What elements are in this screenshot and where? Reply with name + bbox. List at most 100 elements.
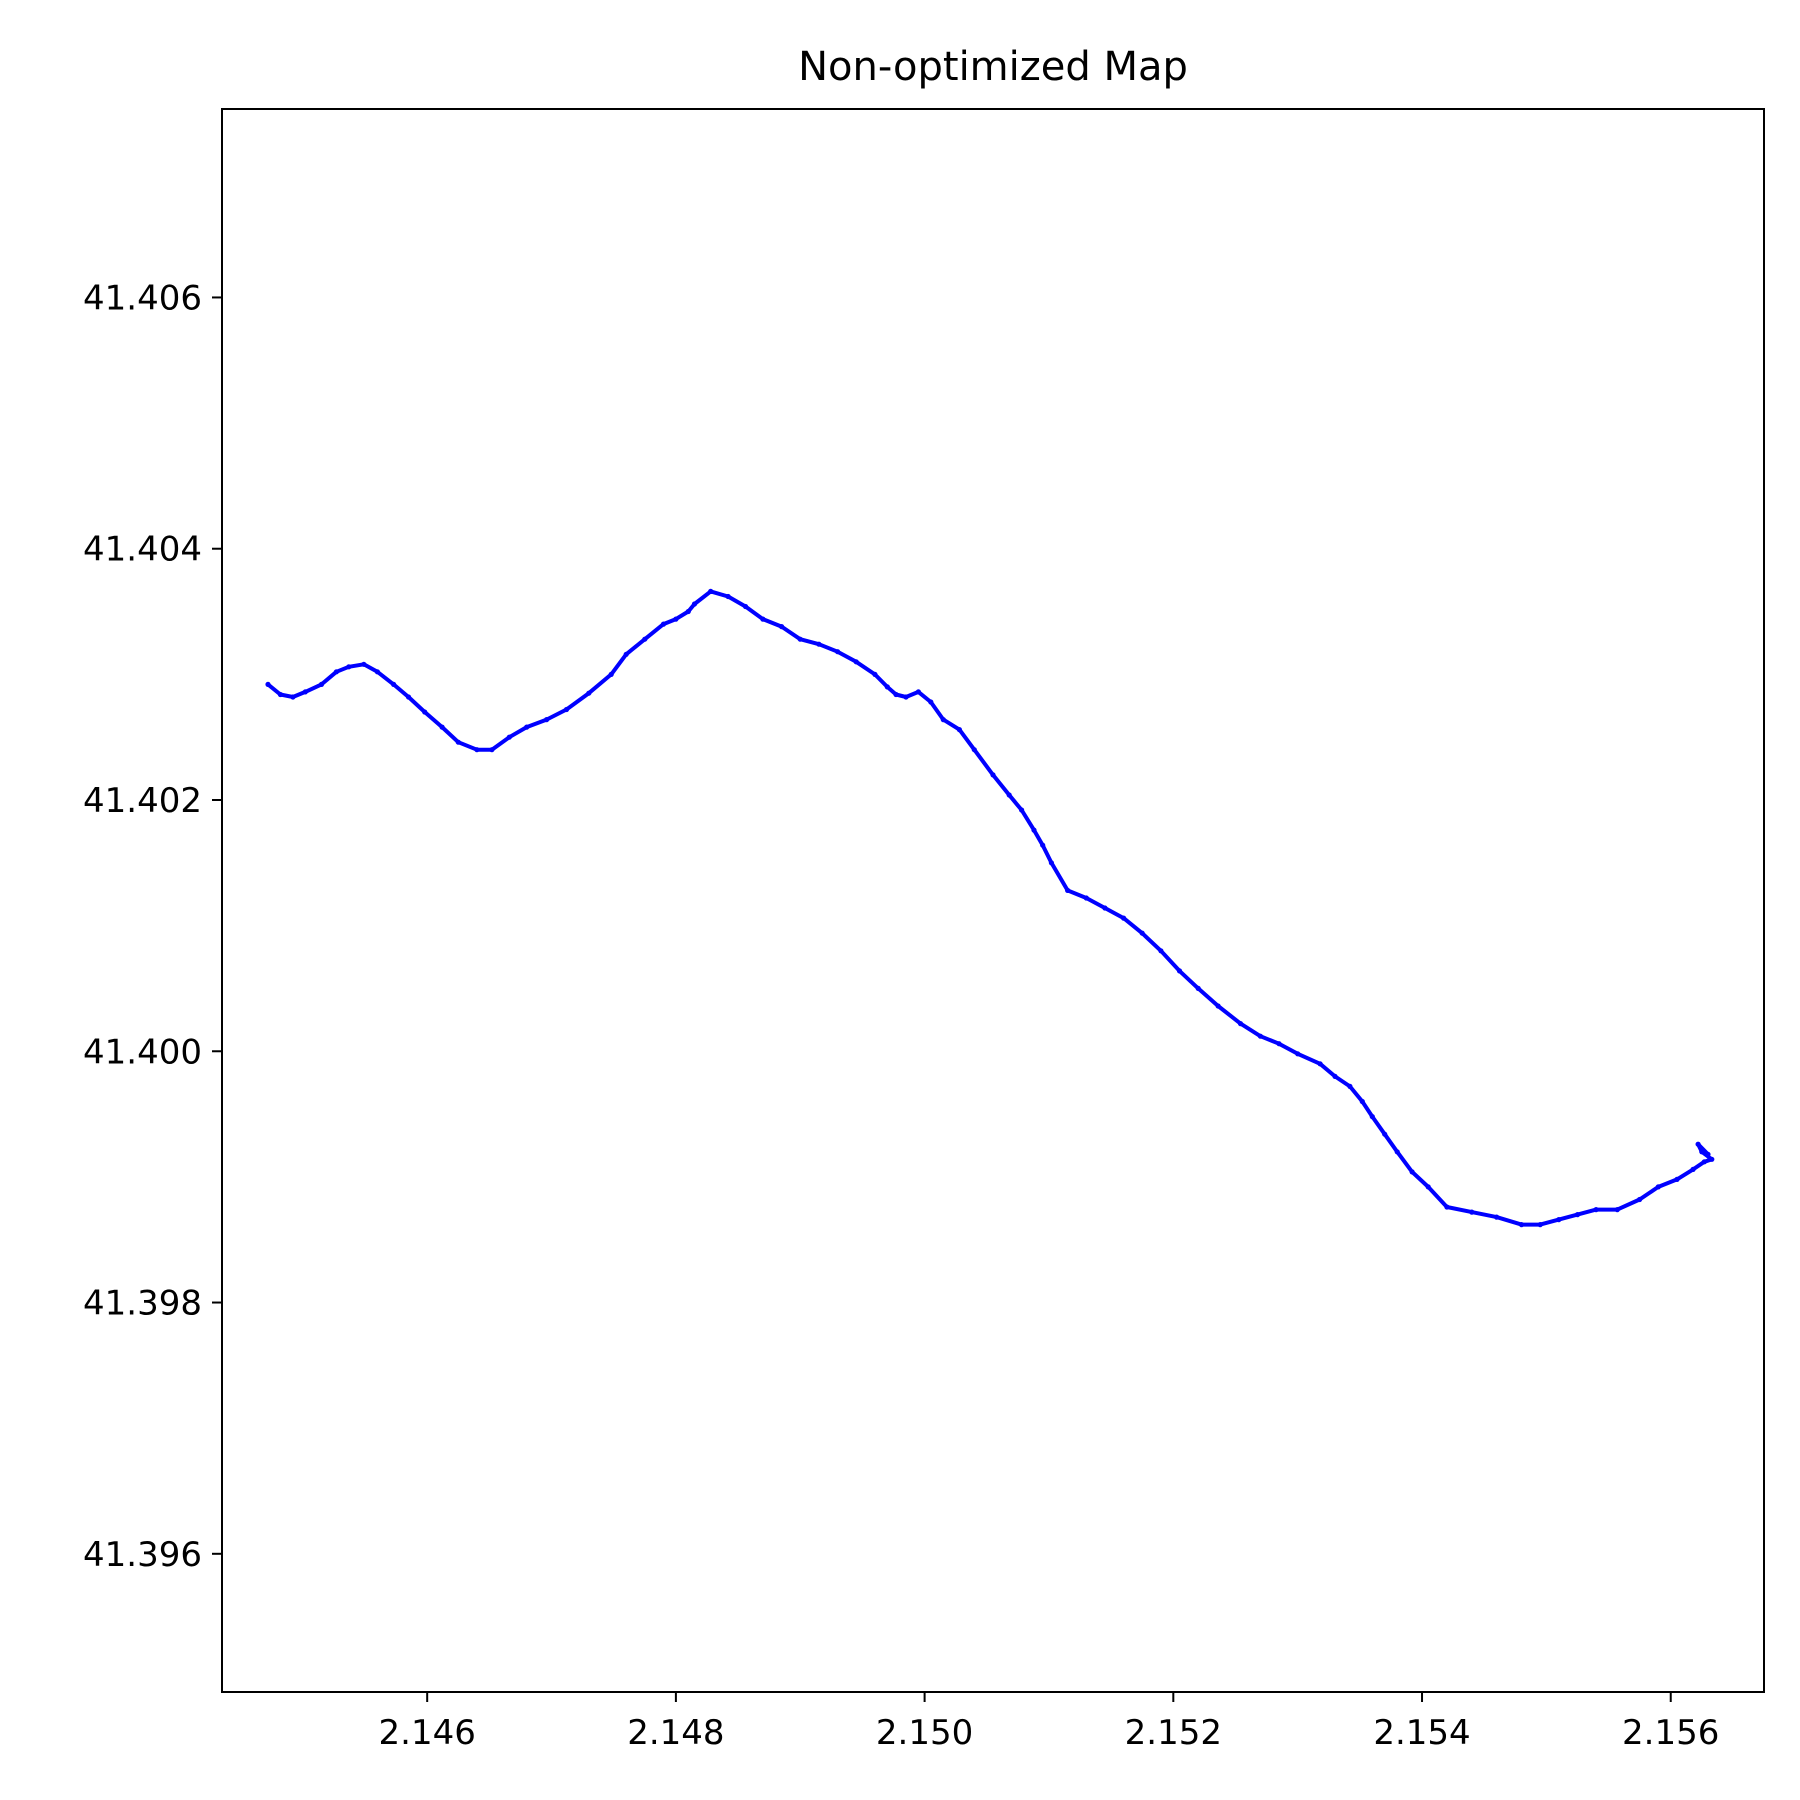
track-point — [1019, 807, 1025, 813]
track-point — [346, 664, 352, 670]
series-line-0 — [266, 589, 1714, 1227]
track-point — [1537, 1222, 1543, 1228]
track-point — [474, 747, 480, 753]
track-point — [265, 681, 271, 688]
track-point — [1369, 1114, 1375, 1120]
track-point — [1195, 985, 1201, 992]
track-point — [1040, 842, 1046, 848]
track-point — [1518, 1222, 1525, 1228]
track-point — [1139, 930, 1145, 936]
track-point — [489, 747, 495, 753]
track-point — [742, 603, 749, 610]
track-point — [1257, 1033, 1263, 1039]
track-point — [623, 651, 629, 657]
track-point — [1409, 1169, 1415, 1175]
track-point — [872, 671, 878, 678]
track-point — [1674, 1176, 1680, 1182]
track-point — [544, 717, 550, 723]
track-point — [1295, 1051, 1301, 1057]
track-point — [1444, 1204, 1450, 1210]
track-point — [708, 588, 714, 595]
track-point — [1276, 1041, 1282, 1047]
track-point — [1065, 887, 1071, 894]
track-point — [1690, 1166, 1696, 1172]
track-point — [928, 699, 934, 705]
track-point — [1394, 1149, 1400, 1155]
y-tick-label: 41.396 — [83, 1535, 202, 1575]
track-point — [586, 690, 592, 696]
track-point — [797, 636, 803, 642]
track-point — [302, 689, 308, 695]
track-point — [318, 681, 325, 688]
track-point — [1705, 1151, 1711, 1157]
track-point — [524, 724, 530, 730]
track-point — [1102, 905, 1108, 911]
y-tick-label: 41.398 — [83, 1284, 202, 1324]
track-point — [853, 659, 859, 665]
track-point — [1655, 1184, 1661, 1190]
track-point — [277, 691, 283, 698]
track-point — [1121, 915, 1127, 921]
track-point — [990, 772, 996, 778]
x-tick-label: 2.150 — [876, 1713, 973, 1753]
track-point — [835, 649, 841, 655]
track-point — [779, 624, 785, 630]
track-point — [1215, 1003, 1221, 1009]
track-point — [1469, 1209, 1475, 1215]
plot-frame — [221, 108, 1765, 1693]
track-point — [1695, 1141, 1701, 1147]
chart-title: Non-optimized Map — [798, 44, 1188, 90]
y-tick-label: 41.402 — [83, 781, 202, 821]
track-point — [1425, 1184, 1431, 1190]
x-tick-label: 2.156 — [1622, 1713, 1719, 1753]
track-point — [290, 694, 296, 700]
track-point — [1006, 792, 1012, 798]
track-point — [1176, 968, 1183, 974]
track-point — [673, 616, 679, 622]
track-point — [1574, 1212, 1581, 1218]
track-point — [884, 684, 890, 690]
track-point — [608, 671, 614, 678]
track-point — [374, 669, 380, 675]
track-point — [915, 689, 922, 695]
track-point — [405, 694, 412, 700]
track-point — [691, 601, 698, 607]
plot-area — [265, 588, 1715, 1228]
track-point — [725, 593, 731, 600]
track-point — [956, 727, 963, 733]
track-point — [660, 621, 667, 627]
track-point — [422, 709, 428, 715]
track-point — [685, 608, 691, 615]
track-point — [563, 706, 570, 713]
track-point — [1701, 1159, 1707, 1165]
track-point — [903, 694, 909, 700]
track-point — [1556, 1217, 1562, 1223]
y-tick-label: 41.400 — [83, 1032, 202, 1072]
track-point — [333, 669, 339, 675]
x-tick-label: 2.152 — [1125, 1713, 1222, 1753]
track-point — [455, 739, 461, 745]
y-tick-label: 41.406 — [83, 278, 202, 318]
track-point — [940, 717, 946, 723]
y-tick-label: 41.404 — [83, 530, 202, 570]
track-point — [642, 636, 648, 642]
x-tick-label: 2.148 — [627, 1713, 724, 1753]
axes: 2.146 2.148 2.150 2.152 2.154 2.156 41.396 41.3… — [83, 278, 1719, 1753]
track-point — [1317, 1061, 1323, 1067]
track-point — [1347, 1083, 1353, 1089]
x-tick-label: 2.154 — [1373, 1713, 1470, 1753]
track-point — [1709, 1156, 1715, 1162]
track-point — [1637, 1196, 1643, 1203]
track-point — [1332, 1073, 1338, 1079]
track-point — [1031, 827, 1037, 833]
track-point — [893, 691, 899, 698]
track-point — [391, 681, 397, 688]
track-point — [760, 616, 766, 622]
track-point — [361, 661, 367, 667]
track-point — [971, 747, 977, 753]
track-point — [439, 724, 445, 730]
track-point — [1237, 1021, 1244, 1027]
track-point — [1593, 1207, 1599, 1213]
